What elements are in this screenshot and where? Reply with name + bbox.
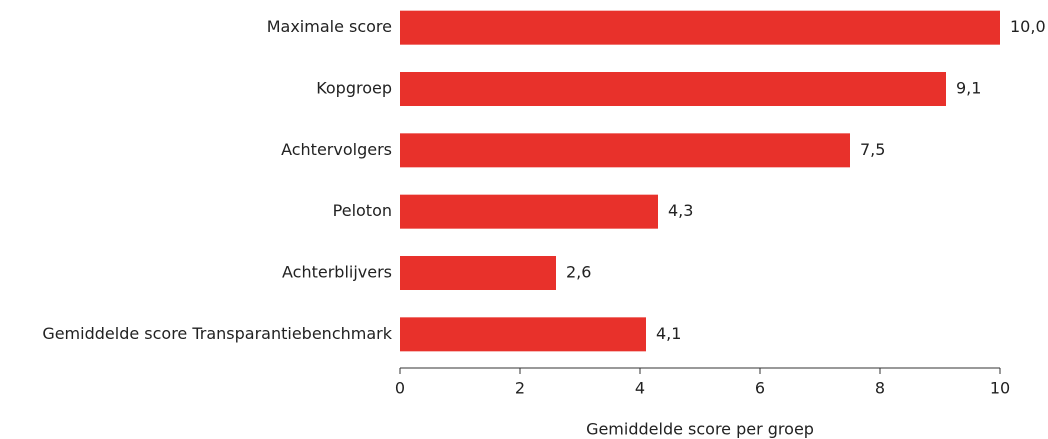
bar <box>400 10 1000 45</box>
x-tick-label: 10 <box>990 379 1010 398</box>
x-axis-label: Gemiddelde score per groep <box>586 420 814 439</box>
y-tick-label: Maximale score <box>267 17 392 36</box>
bar <box>400 72 946 106</box>
y-tick-label: Kopgroep <box>316 79 392 98</box>
bar <box>400 317 646 352</box>
value-label: 4,1 <box>656 324 681 343</box>
x-tick-label: 6 <box>755 379 765 398</box>
y-tick-label: Achterblijvers <box>282 263 392 282</box>
value-label: 9,1 <box>956 79 981 98</box>
x-tick-label: 8 <box>875 379 885 398</box>
value-label: 2,6 <box>566 263 591 282</box>
bar <box>400 194 658 229</box>
bar <box>400 256 556 290</box>
bar <box>400 133 850 168</box>
value-label: 7,5 <box>860 140 885 159</box>
x-tick-label: 4 <box>635 379 645 398</box>
value-label: 10,0 <box>1010 17 1046 36</box>
x-tick-label: 2 <box>515 379 525 398</box>
y-tick-label: Peloton <box>333 201 392 220</box>
x-tick-label: 0 <box>395 379 405 398</box>
y-tick-label: Achtervolgers <box>281 140 392 159</box>
value-label: 4,3 <box>668 201 693 220</box>
y-tick-label: Gemiddelde score Transparantiebenchmark <box>42 324 392 343</box>
